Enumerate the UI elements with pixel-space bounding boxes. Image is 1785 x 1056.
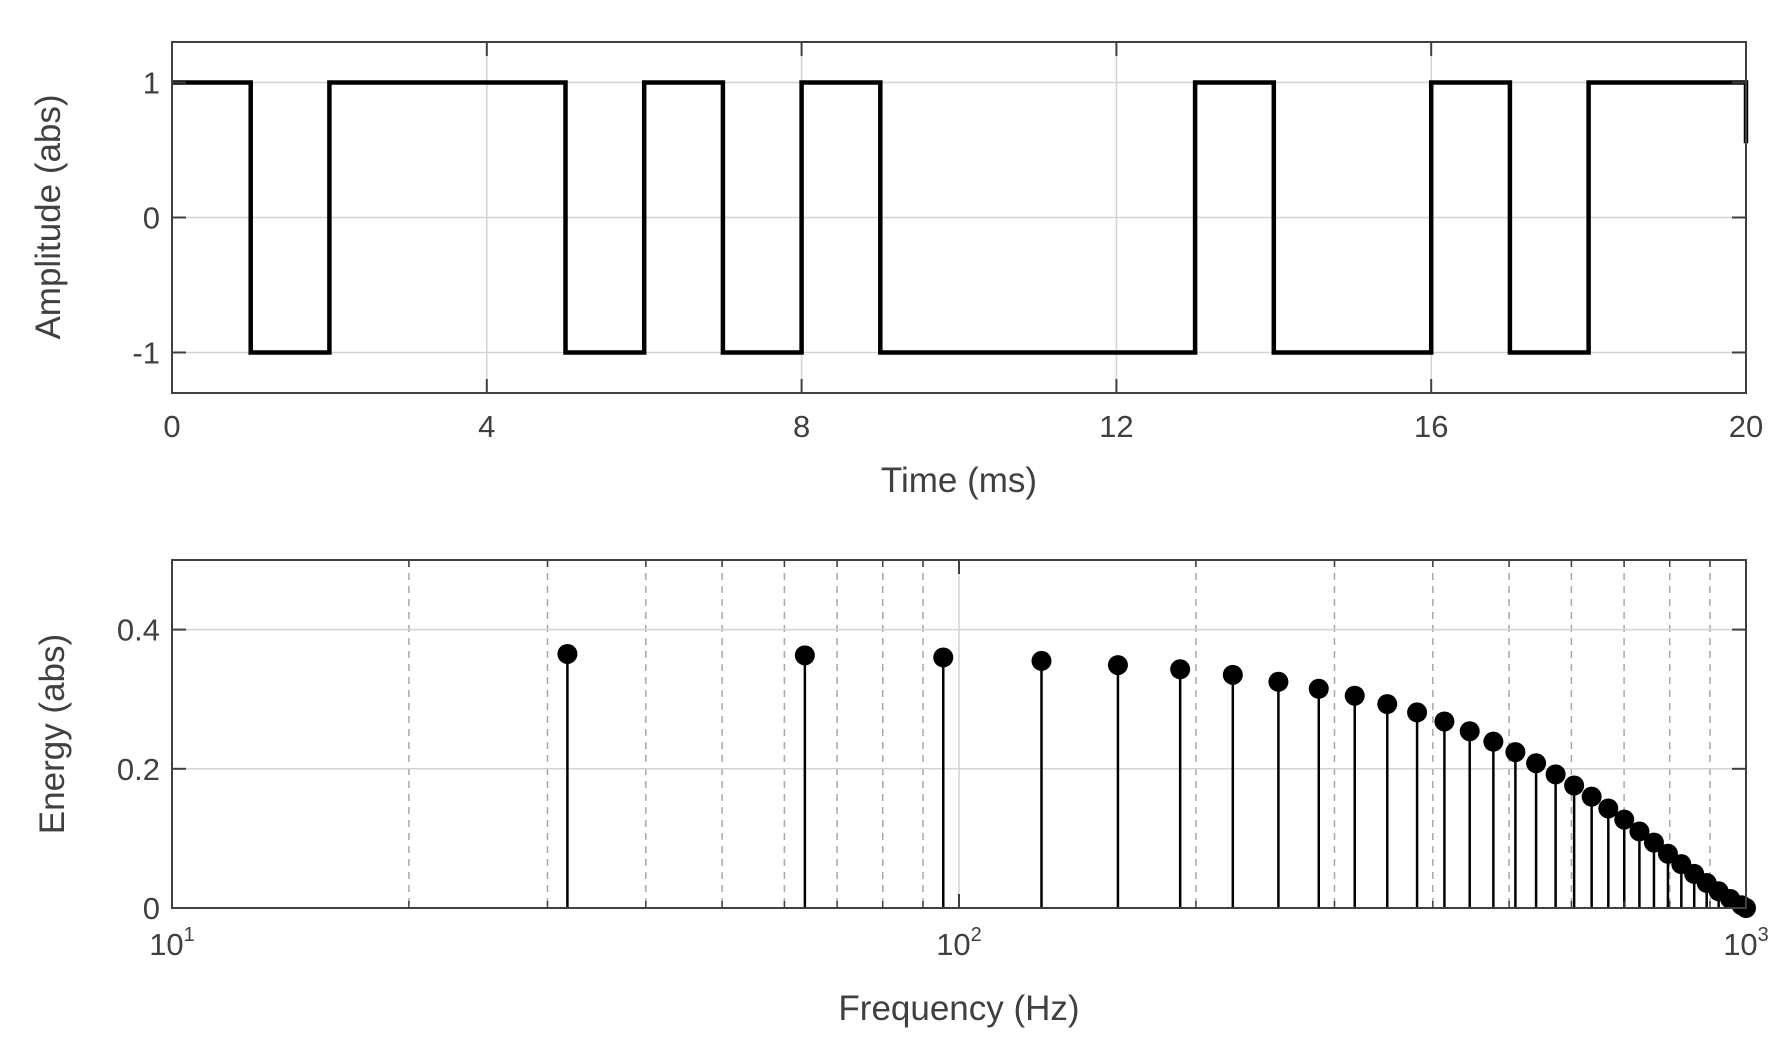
time-series [172, 80, 1749, 355]
frequency-stem-marker [1107, 655, 1128, 676]
frequency-x-tick-label: 103 [1723, 924, 1769, 962]
frequency-y-tick-label: 0 [143, 891, 160, 926]
time-domain-chart: 0 4 8 12 16 20 -1 0 1 Time (ms) Amplitude (abs) [29, 41, 1763, 500]
frequency-stem-marker [1459, 721, 1480, 742]
frequency-stem-marker [1434, 711, 1455, 732]
time-x-tick-label: 12 [1099, 409, 1133, 444]
frequency-x-tick-label: 102 [936, 924, 982, 962]
frequency-grid [172, 560, 1746, 908]
frequency-stem-marker [1629, 821, 1650, 842]
time-x-tick-label: 0 [163, 409, 180, 444]
frequency-y-axis-label: Energy (abs) [33, 634, 72, 834]
frequency-y-tick-label: 0.4 [117, 613, 160, 648]
frequency-ticks: 101 102 103 0 0.2 0.4 [117, 560, 1769, 962]
frequency-stem-marker [1308, 678, 1329, 699]
frequency-stem-marker [1031, 650, 1052, 671]
time-x-axis-label: Time (ms) [881, 461, 1037, 500]
frequency-stem-marker [794, 645, 815, 666]
frequency-stem-marker [933, 647, 954, 668]
frequency-stem-marker [1598, 798, 1619, 819]
frequency-stem-marker [1344, 685, 1365, 706]
time-y-axis-label: Amplitude (abs) [29, 94, 68, 339]
time-series-line [172, 80, 1749, 355]
frequency-domain-chart: 101 102 103 0 0.2 0.4 Frequency (Hz) Energy (… [33, 559, 1769, 1028]
frequency-stem-marker [1614, 809, 1635, 830]
time-y-tick-label: 0 [143, 201, 160, 236]
frequency-stem-marker [1407, 702, 1428, 723]
time-y-tick-label: -1 [132, 336, 160, 371]
time-ticks: 0 4 8 12 16 20 -1 0 1 [132, 42, 1763, 444]
time-x-tick-label: 4 [478, 409, 495, 444]
frequency-x-axis-label: Frequency (Hz) [838, 989, 1079, 1028]
frequency-stem-marker [1526, 753, 1547, 774]
frequency-stem-marker [1222, 664, 1243, 685]
frequency-stem-marker [1377, 694, 1398, 715]
frequency-stem-marker [1564, 775, 1585, 796]
frequency-series [557, 643, 1756, 918]
frequency-stem-marker [1268, 671, 1289, 692]
frequency-stem-marker [1657, 843, 1678, 864]
frequency-stem-marker [1483, 731, 1504, 752]
frequency-y-tick-label: 0.2 [117, 752, 160, 787]
time-x-tick-label: 8 [793, 409, 810, 444]
frequency-stem-marker [1545, 764, 1566, 785]
frequency-stem-marker [557, 643, 578, 664]
frequency-x-tick-label: 101 [149, 924, 195, 962]
time-x-tick-label: 16 [1414, 409, 1448, 444]
time-y-tick-label: 1 [143, 66, 160, 101]
frequency-stem-marker [1505, 742, 1526, 763]
frequency-stem-marker [1581, 786, 1602, 807]
frequency-stem-marker [1643, 832, 1664, 853]
frequency-stem-marker [1170, 659, 1191, 680]
time-x-tick-label: 20 [1729, 409, 1763, 444]
